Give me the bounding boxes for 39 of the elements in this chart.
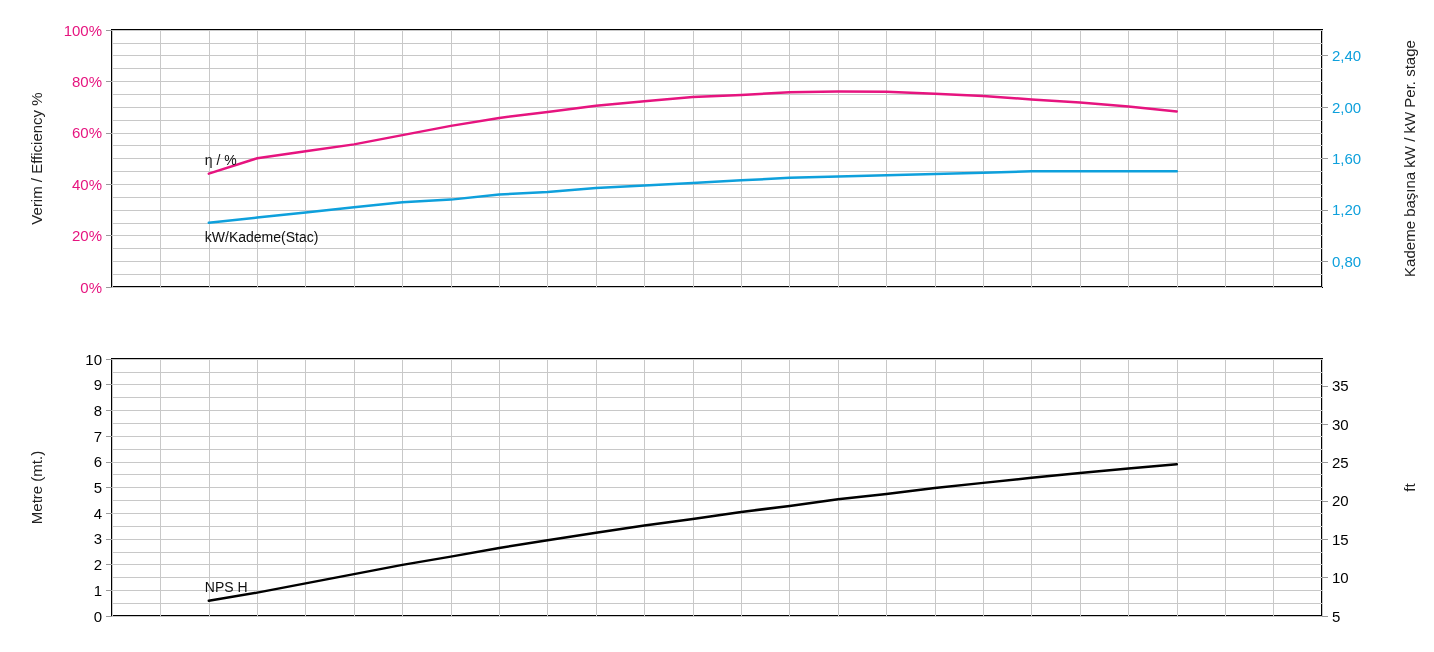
- y-tick-label: 8: [93, 401, 102, 419]
- y-tick-label: 100%: [63, 21, 102, 39]
- y-tick-label: 80%: [71, 72, 102, 90]
- y-tick-label: 7: [93, 427, 102, 445]
- y2-tick-label: 15: [1332, 530, 1349, 548]
- y2-tick-label: 30: [1332, 415, 1349, 433]
- series-label: NPS H: [204, 578, 248, 595]
- y-tick-label: 2: [93, 556, 102, 574]
- line-series: [207, 463, 1179, 603]
- y-tick-label: 1: [93, 581, 102, 599]
- y2-tick-label: 5: [1332, 607, 1341, 625]
- y-tick-label: 10: [85, 350, 102, 368]
- y2-tick-label: 10: [1332, 569, 1349, 587]
- y2-axis-title: ft: [1401, 482, 1418, 492]
- y2-tick-label: 2,00: [1332, 98, 1362, 116]
- y2-tick-label: 1,20: [1332, 201, 1362, 219]
- series-label: kW/Kademe(Stac): [204, 228, 319, 245]
- y2-axis-title: Kademe başına kW / kW Per. stage: [1401, 40, 1418, 277]
- y-tick-label: 20%: [71, 227, 102, 245]
- y-tick-label: 0%: [80, 278, 102, 296]
- line-series: [207, 170, 1179, 224]
- y-tick-label: 40%: [71, 175, 102, 193]
- y-tick-label: 9: [93, 376, 102, 394]
- y-tick-label: 4: [93, 504, 102, 522]
- y2-tick-label: 0,80: [1332, 252, 1362, 270]
- y2-tick-label: 1,60: [1332, 150, 1362, 167]
- y-axis-title: Metre (mt.): [28, 450, 45, 525]
- y-tick-label: 6: [93, 453, 102, 471]
- line-series: [207, 90, 1179, 175]
- y2-tick-label: 2,40: [1332, 47, 1362, 65]
- y-tick-label: 3: [93, 530, 102, 548]
- series-label: η / %: [204, 151, 237, 168]
- y2-tick-label: 25: [1332, 454, 1349, 472]
- y-axis-title: Verim / Efficiency %: [28, 92, 45, 225]
- y-tick-label: 60%: [71, 124, 102, 142]
- y-tick-label: 5: [93, 479, 102, 496]
- y2-tick-label: 20: [1332, 492, 1349, 510]
- y-tick-label: 0: [93, 607, 102, 625]
- y2-tick-label: 35: [1332, 377, 1349, 395]
